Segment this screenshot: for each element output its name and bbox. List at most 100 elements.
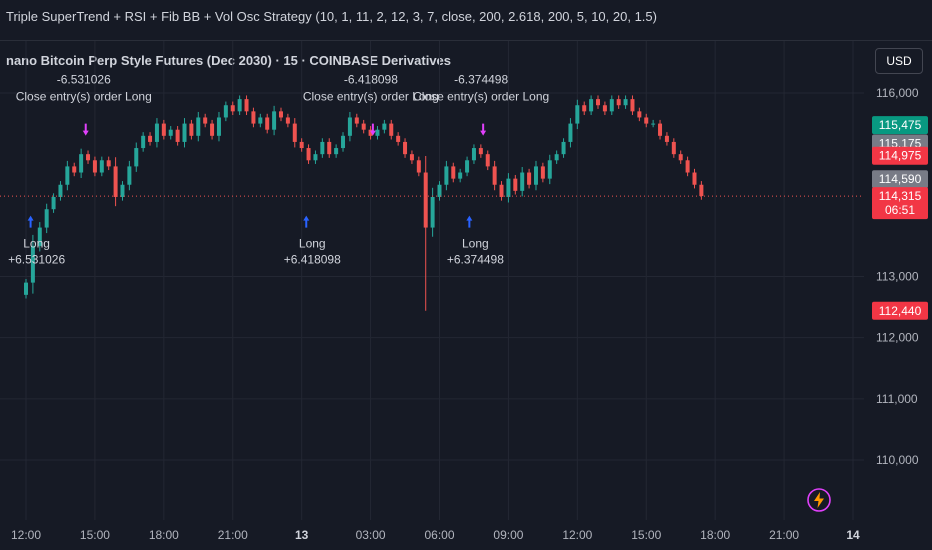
trade-exit-value: -6.418098 [344,73,398,87]
y-tick-label: 116,000 [876,86,919,100]
candle-body [113,166,118,197]
candle-body [37,227,42,246]
candle-body [347,117,352,136]
candle-body [492,166,497,185]
strategy-title[interactable]: Triple SuperTrend + RSI + Fib BB + Vol O… [6,9,657,24]
candle-body [361,123,366,130]
y-tick-label: 110,000 [876,453,919,467]
candle-body [203,117,208,124]
trade-entry-value: +6.374498 [447,253,504,267]
candle-body [533,166,538,185]
candle-body [596,99,601,106]
trade-entry-value: +6.418098 [284,253,341,267]
candle-body [313,154,318,161]
x-tick-label: 15:00 [80,528,110,542]
candle-body [478,148,483,155]
candle-body [527,172,532,185]
y-tick-label: 111,000 [876,392,918,406]
candle-body [251,111,256,124]
trade-entry-label: Long [462,237,489,251]
candle-body [547,160,552,179]
candle-body [561,141,566,155]
long-exit-arrow [480,123,487,136]
trade-exit-label: Close entry(s) order Long [303,90,439,104]
x-tick-label: 03:00 [356,528,386,542]
candle-body [127,166,132,185]
price-label-text: 114,975 [879,149,922,163]
candle-body [630,99,635,112]
candle-body [692,172,697,185]
candle-body [589,99,594,112]
candle-body [65,166,70,185]
trade-exit-label: Close entry(s) order Long [16,90,152,104]
candle-body [637,111,642,118]
price-label-text: 114,590 [879,172,922,186]
candle-body [168,129,173,136]
candle-body [423,172,428,228]
long-entry-arrow [303,215,310,228]
header-divider [0,40,932,41]
candle-body [86,154,91,161]
candle-body [575,105,580,124]
candle-body [671,141,676,155]
candle-body [451,166,456,179]
symbol-title[interactable]: nano Bitcoin Perp Style Futures (Dec 203… [6,53,452,68]
candle-body [272,111,277,130]
candle-body [409,154,414,161]
candle-body [72,166,77,173]
candle-body [320,141,325,155]
candle-body [306,148,311,161]
candle-body [471,148,476,161]
candle-body [230,105,235,112]
price-label-badge [872,187,928,220]
candle-body [258,117,263,124]
x-tick-label: 21:00 [218,528,248,542]
candle-body [540,166,545,179]
price-label-text: 115,475 [879,118,922,132]
x-tick-label: 14 [846,528,860,542]
x-tick-label: 13 [295,528,309,542]
candle-body [499,184,504,197]
candle-body [678,154,683,161]
candle-body [24,282,28,295]
trade-exit-value: -6.374498 [454,73,508,87]
lightning-bolt-icon[interactable] [806,487,832,513]
candle-body [658,123,663,136]
candle-body [389,123,394,136]
candle-body [106,160,111,167]
candle-body [327,141,332,155]
candle-body [278,111,283,118]
candle-body [99,160,104,173]
price-label-badge [872,170,928,189]
candle-body [609,99,614,112]
candle-body [237,99,242,112]
candle-body [182,123,187,142]
candle-body [141,135,146,149]
candle-body [210,123,215,136]
candle-body [92,160,97,173]
trade-entry-value: +6.531026 [8,253,65,267]
x-tick-label: 06:00 [424,528,454,542]
y-tick-label: 112,000 [876,331,919,345]
candle-body [154,123,159,142]
candle-body [30,245,35,283]
x-tick-label: 21:00 [769,528,799,542]
candle-body [196,117,201,136]
candle-body [582,105,587,112]
trade-entry-label: Long [299,237,326,251]
x-tick-label: 09:00 [493,528,523,542]
candle-body [568,123,573,142]
candle-body [396,135,401,142]
candle-body [299,141,304,149]
candle-body [244,99,249,112]
long-entry-arrow [27,215,34,228]
price-label-badge [872,301,928,320]
candle-body [58,184,63,197]
long-exit-arrow [369,123,376,136]
currency-button[interactable]: USD [875,48,923,74]
x-tick-label: 15:00 [631,528,661,542]
candle-body [382,123,387,130]
long-exit-arrow [82,123,89,136]
candle-body [465,160,470,173]
